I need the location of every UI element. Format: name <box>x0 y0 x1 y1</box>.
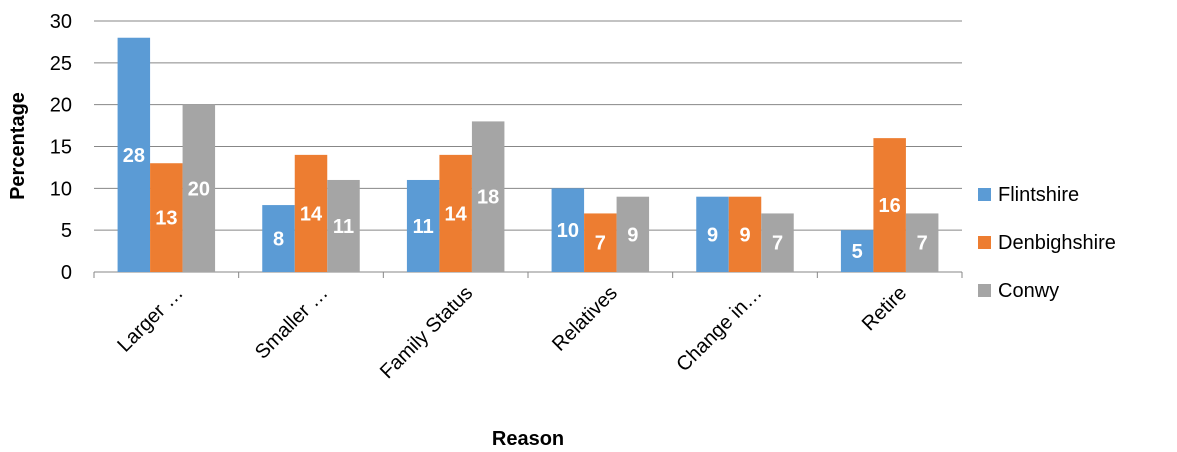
data-label: 7 <box>917 233 928 255</box>
bar <box>471 121 505 273</box>
y-tick-label: 15 <box>50 137 72 159</box>
y-tick-label: 5 <box>61 220 72 242</box>
x-tick-label: Change in… <box>672 282 766 376</box>
bar <box>873 138 906 272</box>
bar <box>406 179 440 272</box>
data-label: 9 <box>707 224 718 246</box>
y-tick-label: 25 <box>50 53 72 75</box>
data-label: 16 <box>879 195 901 217</box>
data-label: 8 <box>273 229 284 251</box>
legend-label: Denbighshire <box>998 232 1116 254</box>
bar <box>182 104 216 273</box>
bar <box>117 37 151 272</box>
data-label: 9 <box>739 224 750 246</box>
y-axis-title: Percentage <box>7 92 29 200</box>
legend-label: Flintshire <box>998 184 1079 206</box>
bar <box>439 154 472 272</box>
y-tick-label: 10 <box>50 178 72 200</box>
x-axis-title: Reason <box>492 428 564 450</box>
data-label: 11 <box>413 216 434 238</box>
data-label: 11 <box>333 216 354 238</box>
bar <box>327 179 360 272</box>
data-label: 5 <box>852 241 863 263</box>
legend-swatch <box>978 284 991 297</box>
x-tick-label: Retire <box>858 282 911 335</box>
legend-swatch <box>978 236 991 249</box>
bar <box>294 154 328 272</box>
bar <box>696 196 729 272</box>
bar <box>584 213 617 272</box>
y-tick-label: 20 <box>50 95 72 117</box>
bar <box>551 188 585 272</box>
data-label: 9 <box>627 224 638 246</box>
bar <box>761 213 794 272</box>
bar <box>840 230 874 272</box>
data-label: 28 <box>123 145 145 167</box>
data-label: 13 <box>155 208 177 230</box>
data-label: 20 <box>188 178 210 200</box>
data-label: 14 <box>300 203 323 225</box>
x-tick-label: Family Status <box>376 282 477 383</box>
y-tick-label: 30 <box>50 11 72 33</box>
data-label: 14 <box>445 203 468 225</box>
bar <box>905 213 939 272</box>
x-tick-label: Larger … <box>113 282 188 357</box>
gridlines <box>94 20 962 273</box>
legend-label: Conwy <box>998 280 1059 302</box>
bar <box>728 196 762 272</box>
bars <box>117 37 939 273</box>
bar <box>616 196 650 272</box>
y-tick-label: 0 <box>61 262 72 284</box>
data-label: 10 <box>557 220 579 242</box>
data-label: 7 <box>595 233 606 255</box>
x-tick-label: Relatives <box>548 282 622 356</box>
legend: Flintshire Denbighshire Conwy <box>978 184 1116 302</box>
data-label: 18 <box>477 187 499 209</box>
x-tick-label: Smaller … <box>251 282 333 364</box>
data-label: 7 <box>772 233 783 255</box>
bar <box>262 205 295 272</box>
legend-swatch <box>978 188 991 201</box>
bar <box>150 163 183 272</box>
